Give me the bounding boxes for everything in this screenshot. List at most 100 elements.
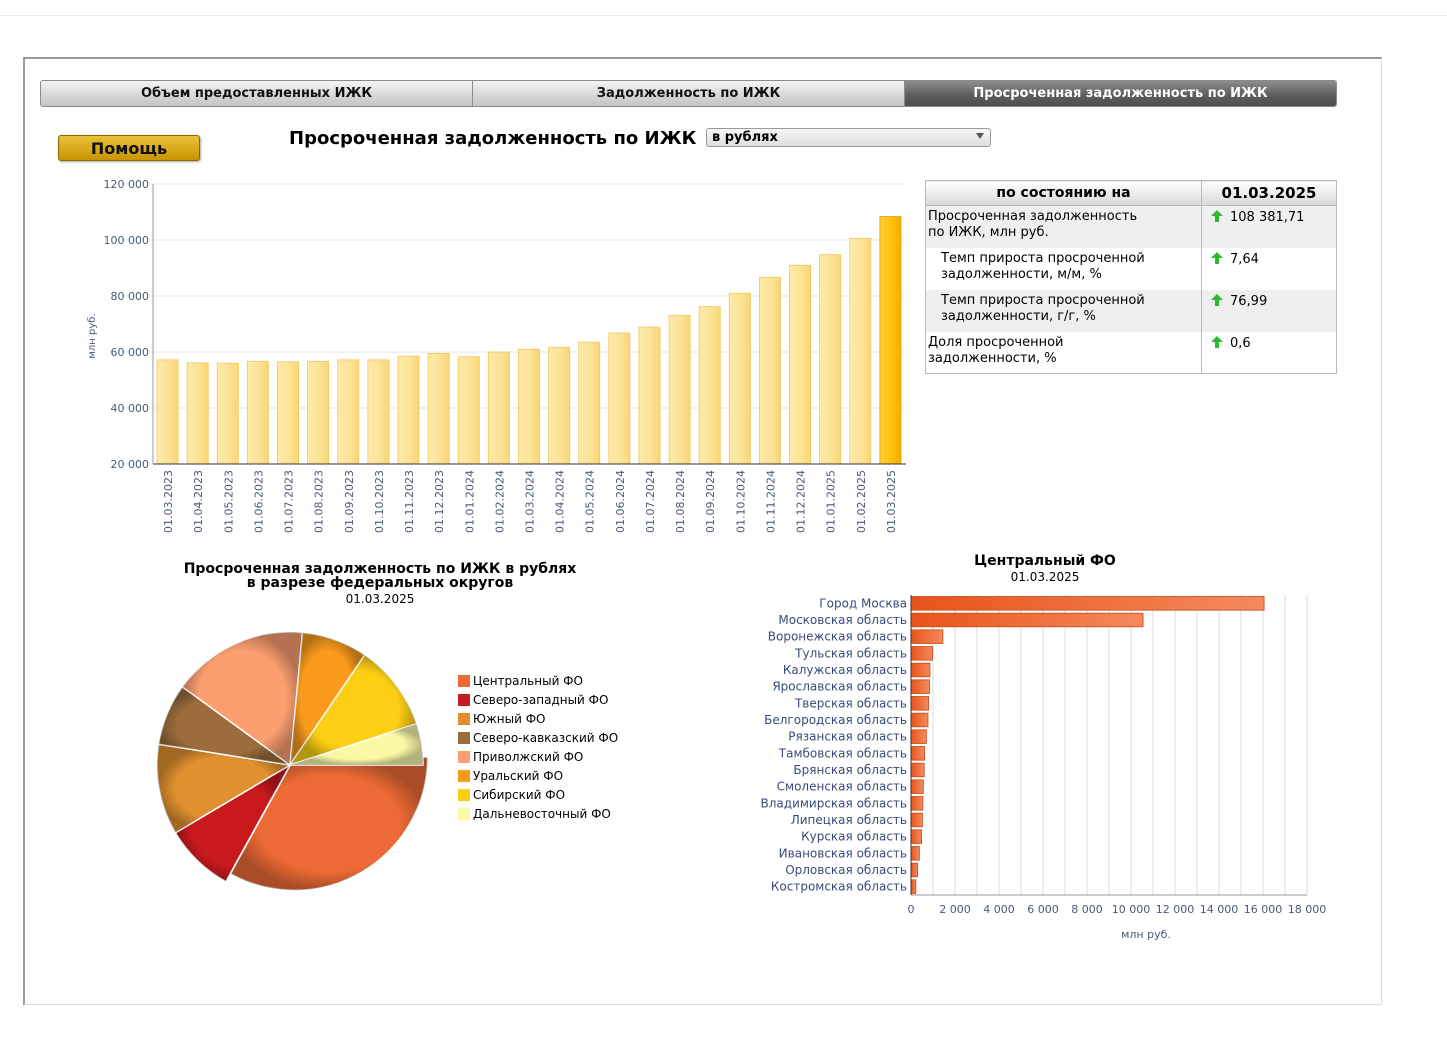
- tab-volume[interactable]: Объем предоставленных ИЖК: [41, 81, 473, 106]
- bar-01.08.2024[interactable]: [668, 314, 691, 465]
- bar-Тульская область[interactable]: [910, 646, 933, 661]
- bar-01.07.2023[interactable]: [277, 361, 299, 465]
- tab-overdue-debt[interactable]: Просроченная задолженность по ИЖК: [905, 81, 1336, 106]
- y-tick-label: 120 000: [104, 178, 150, 191]
- bar-01.09.2023[interactable]: [337, 359, 360, 465]
- legend-item[interactable]: Дальневосточный ФО: [458, 804, 618, 823]
- region-chart-title: Центральный ФО: [974, 553, 1116, 569]
- bar-01.10.2023[interactable]: [367, 359, 390, 465]
- legend-swatch: [458, 788, 470, 801]
- bar-01.04.2024[interactable]: [548, 346, 571, 465]
- y-tick-label: Костромская область: [771, 880, 907, 894]
- arrow-up-icon: [1211, 210, 1223, 222]
- pie-chart-title: Просроченная задолженность по ИЖК в рубл…: [170, 562, 590, 590]
- legend-item[interactable]: Южный ФО: [458, 709, 618, 728]
- legend-label: Сибирский ФО: [473, 787, 566, 802]
- x-tick-label: 8 000: [1071, 903, 1103, 916]
- y-tick-label: 100 000: [104, 234, 150, 247]
- y-tick-label: 40 000: [111, 402, 150, 415]
- bar-01.12.2023[interactable]: [427, 352, 450, 465]
- x-tick-label: 10 000: [1112, 903, 1151, 916]
- bar-01.05.2024[interactable]: [578, 341, 601, 465]
- bar-01.10.2024[interactable]: [728, 292, 751, 465]
- bar-01.09.2024[interactable]: [698, 306, 721, 465]
- x-tick-label: 6 000: [1027, 903, 1059, 916]
- bar-01.05.2023[interactable]: [216, 362, 239, 465]
- bar-Костромская область[interactable]: [910, 879, 917, 894]
- bar-01.04.2023[interactable]: [186, 362, 209, 465]
- y-tick-label: 20 000: [111, 458, 150, 471]
- bar-01.12.2024[interactable]: [789, 264, 812, 465]
- legend-label: Северо-западный ФО: [473, 692, 609, 707]
- unit-select[interactable]: в рублях: [706, 128, 991, 147]
- bar-01.07.2024[interactable]: [638, 326, 661, 465]
- top-divider: [0, 15, 1447, 16]
- pie-slice-shading: [290, 723, 423, 765]
- bar-Рязанская область[interactable]: [910, 729, 927, 744]
- x-tick-label: 14 000: [1200, 903, 1239, 916]
- bar-01.03.2025[interactable]: [879, 216, 902, 465]
- x-tick-label: 01.11.2024: [764, 470, 777, 533]
- bar-Владимирская область[interactable]: [910, 796, 924, 811]
- bar-01.08.2023[interactable]: [307, 360, 330, 465]
- legend-item[interactable]: Северо-западный ФО: [458, 690, 618, 709]
- help-button[interactable]: Помощь: [58, 135, 200, 161]
- chevron-down-icon: [976, 133, 984, 139]
- table-row: Темп прироста просроченной задолженности,…: [925, 247, 1337, 290]
- legend-item[interactable]: Уральский ФО: [458, 766, 618, 785]
- bar-Ивановская область[interactable]: [910, 846, 920, 861]
- bar-Воронежская область[interactable]: [910, 629, 944, 644]
- bar-Тамбовская область[interactable]: [910, 746, 926, 761]
- bar-Брянская область[interactable]: [910, 762, 925, 778]
- y-tick-label: Брянская область: [793, 763, 907, 777]
- bar-Орловская область[interactable]: [910, 862, 918, 878]
- bar-01.06.2024[interactable]: [608, 332, 631, 465]
- legend-item[interactable]: Северо-кавказский ФО: [458, 728, 618, 747]
- bar-Белгородская область[interactable]: [910, 712, 929, 728]
- y-tick-label: Белгородская область: [764, 713, 907, 727]
- y-tick-label: Рязанская область: [788, 730, 907, 744]
- legend-item[interactable]: Приволжский ФО: [458, 747, 618, 766]
- bar-01.02.2024[interactable]: [487, 351, 510, 465]
- bar-Калужская область[interactable]: [910, 662, 931, 678]
- x-tick-label: 01.03.2025: [885, 470, 898, 533]
- legend-item[interactable]: Сибирский ФО: [458, 785, 618, 804]
- row-label-line2: задолженности, %: [928, 350, 1057, 366]
- legend-item[interactable]: Центральный ФО: [458, 671, 618, 690]
- row-label-line2: по ИЖК, млн руб.: [928, 225, 1049, 240]
- y-tick-label: Калужская область: [783, 663, 907, 677]
- bar-Город Москва[interactable]: [910, 596, 1265, 611]
- bar-Смоленская область[interactable]: [910, 779, 924, 794]
- pie-slice-shading: [175, 765, 290, 882]
- legend-label: Дальневосточный ФО: [473, 806, 611, 821]
- x-tick-label: 01.05.2023: [222, 470, 235, 533]
- x-tick-label: 16 000: [1244, 903, 1283, 916]
- bar-01.06.2023[interactable]: [246, 360, 269, 465]
- bar-Тверская область[interactable]: [910, 696, 930, 711]
- bar-01.01.2024[interactable]: [457, 356, 480, 465]
- bar-01.03.2023[interactable]: [156, 359, 179, 465]
- bar-Курская область[interactable]: [910, 829, 922, 844]
- legend-swatch: [458, 712, 470, 725]
- bar-01.02.2025[interactable]: [849, 237, 872, 465]
- y-tick-label: Тульская область: [794, 646, 907, 660]
- bar-Ярославская область[interactable]: [910, 679, 930, 694]
- arrow-up-icon: [1211, 251, 1223, 264]
- region-chart-date: 01.03.2025: [1010, 570, 1080, 584]
- pie-slice-shading: [182, 632, 303, 765]
- x-tick-label: 01.04.2023: [192, 470, 205, 533]
- x-tick-label: 01.09.2023: [343, 470, 356, 533]
- tab-debt[interactable]: Задолженность по ИЖК: [473, 81, 905, 106]
- y-tick-label: Липецкая область: [791, 813, 907, 827]
- x-tick-label: 01.08.2024: [674, 470, 687, 533]
- row-value: 0,6: [1230, 335, 1251, 351]
- arrow-up-icon: [1211, 335, 1223, 348]
- table-header-date: 01.03.2025: [1201, 180, 1337, 206]
- bar-Липецкая область[interactable]: [910, 812, 923, 828]
- bar-01.03.2024[interactable]: [518, 348, 540, 465]
- bar-01.11.2024[interactable]: [759, 276, 781, 465]
- bar-01.01.2025[interactable]: [819, 254, 842, 465]
- bar-01.11.2023[interactable]: [397, 355, 420, 465]
- tab-bar: Объем предоставленных ИЖК Задолженность …: [40, 80, 1337, 107]
- bar-Московская область[interactable]: [910, 612, 1144, 628]
